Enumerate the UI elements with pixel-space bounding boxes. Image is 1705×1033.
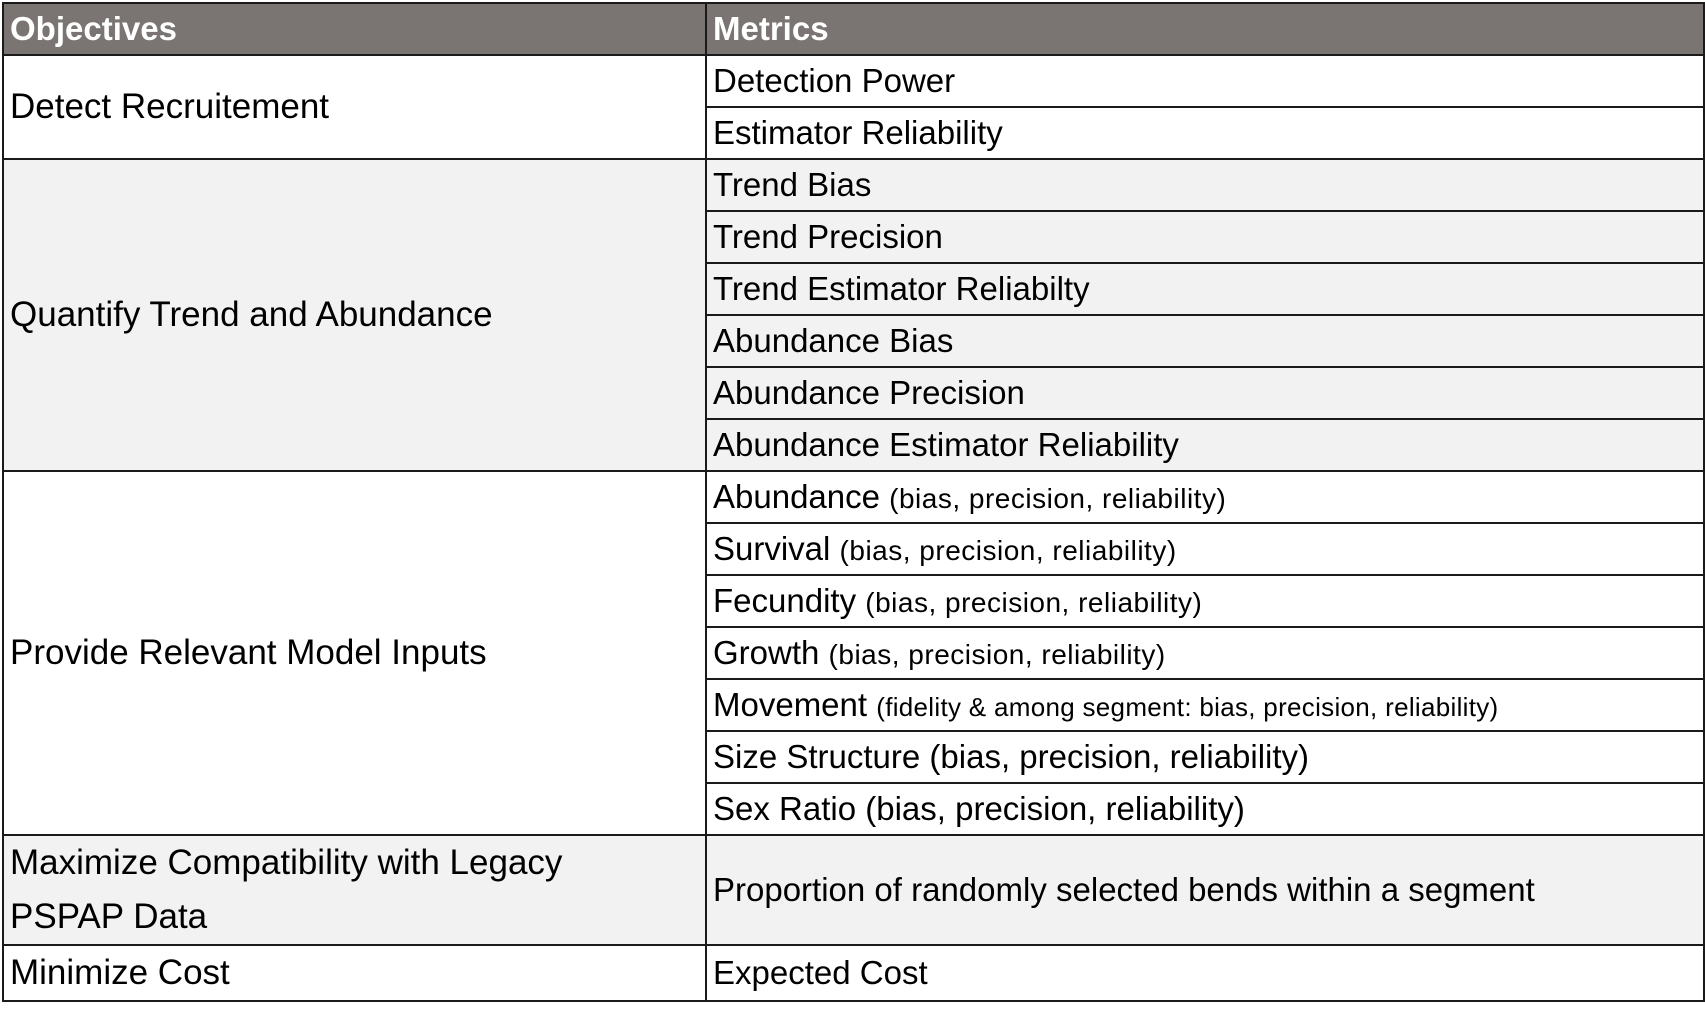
table-row: Sex Ratio (bias, precision, reliability) [3, 782, 1705, 836]
metric-note: (bias, precision, reliability) [839, 535, 1177, 566]
table-row: Provide Relevant Model Inputs Abundance … [2, 470, 1705, 836]
objective-cell: Quantify Trend and Abundance [2, 158, 707, 472]
header-row: Objectives Metrics [2, 2, 1705, 56]
metric-cell: Abundance Estimator Reliability [705, 418, 1705, 472]
metrics-header: Metrics [705, 2, 1705, 56]
metric-cell: Fecundity (bias, precision, reliability) [705, 574, 1705, 628]
metric-cell: Movement (fidelity & among segment: bias… [705, 678, 1705, 732]
table-row: Abundance Bias [3, 314, 1705, 368]
metric-main: Fecundity [713, 582, 857, 619]
table-row: Survival (bias, precision, reliability) [3, 522, 1705, 576]
metric-note: (bias, precision, reliability) [889, 483, 1227, 514]
objective-cell: Maximize Compatibility with Legacy PSPAP … [2, 834, 707, 946]
metric-cell: Estimator Reliability [705, 106, 1705, 160]
table-row: Estimator Reliability [3, 106, 1705, 160]
metric-cell: Abundance Precision [705, 366, 1705, 420]
table-row: Movement (fidelity & among segment: bias… [3, 678, 1705, 732]
objective-line: PSPAP Data [10, 897, 208, 936]
metric-cell: Trend Precision [705, 210, 1705, 264]
metric-cell: Size Structure (bias, precision, reliabi… [705, 730, 1705, 784]
metric-cell: Expected Cost [705, 944, 1705, 1002]
metric-main: Survival [713, 530, 831, 567]
metric-note: (bias, precision, reliability) [865, 587, 1203, 618]
objective-cell: Provide Relevant Model Inputs [2, 470, 707, 836]
metric-cell: Survival (bias, precision, reliability) [705, 522, 1705, 576]
metric-cell: Trend Estimator Reliabilty [705, 262, 1705, 316]
metric-cell: Proportion of randomly selected bends wi… [705, 834, 1705, 946]
objective-cell: Detect Recruitement [2, 54, 707, 160]
table-row: Abundance Precision [3, 366, 1705, 420]
metric-main: Movement [713, 686, 868, 723]
table-row: Trend Estimator Reliabilty [3, 262, 1705, 316]
metric-note: (bias, precision, reliability) [828, 639, 1166, 670]
table-row: Trend Precision [3, 210, 1705, 264]
metric-cell: Detection Power [705, 54, 1705, 108]
objectives-metrics-table: Objectives Metrics Detect Recruitement D… [2, 2, 1705, 1002]
table-row: Size Structure (bias, precision, reliabi… [3, 730, 1705, 784]
objective-line: Maximize Compatibility with Legacy [10, 843, 563, 882]
objective-cell: Minimize Cost [2, 944, 707, 1002]
table-row: Maximize Compatibility with Legacy PSPAP … [2, 834, 1705, 946]
table-row: Minimize Cost Expected Cost [2, 944, 1705, 1002]
metric-cell: Abundance (bias, precision, reliability) [705, 470, 1705, 524]
table-row: Detect Recruitement Detection Power [2, 54, 1705, 160]
metric-cell: Trend Bias [705, 158, 1705, 212]
objectives-header: Objectives [2, 2, 707, 56]
metric-main: Growth [713, 634, 820, 671]
metric-cell: Growth (bias, precision, reliability) [705, 626, 1705, 680]
metric-cell: Abundance Bias [705, 314, 1705, 368]
table-row: Quantify Trend and Abundance Trend Bias [2, 158, 1705, 472]
metric-main: Abundance [713, 478, 880, 515]
table-row: Growth (bias, precision, reliability) [3, 626, 1705, 680]
table-row: Abundance Estimator Reliability [3, 418, 1705, 472]
metric-note: (fidelity & among segment: bias, precisi… [876, 692, 1499, 722]
metric-cell: Sex Ratio (bias, precision, reliability) [705, 782, 1705, 836]
table-row: Fecundity (bias, precision, reliability) [3, 574, 1705, 628]
